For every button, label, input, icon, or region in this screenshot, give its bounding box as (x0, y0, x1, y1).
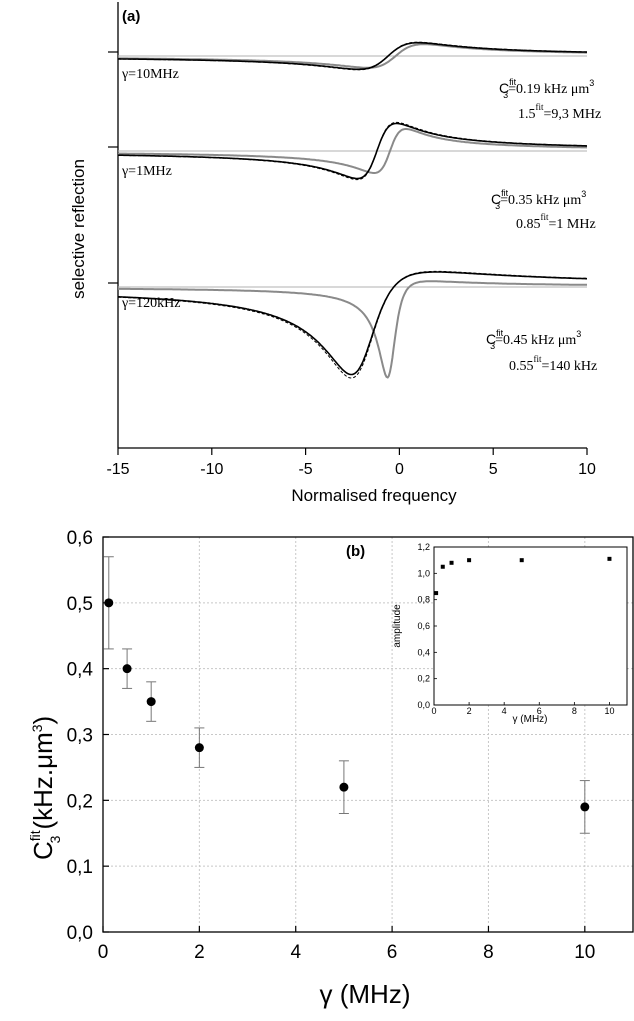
inset-ytick-label: 0,4 (417, 647, 430, 657)
fit-c3-annotation-1mhz: Cfit 3=0.35 kHz μm3 (491, 188, 586, 211)
inset-xtick-label: 6 (537, 706, 542, 716)
panel-a-xtick-label: 5 (489, 461, 498, 478)
inset-point (519, 558, 524, 563)
panel-a: (a) -15 -10 -5 0 5 10 Normalised frequency se… (69, 2, 601, 505)
panel-b-ytick-label: 0,4 (67, 660, 94, 681)
gamma-label-1mhz: γ=1MHz (121, 164, 172, 179)
panel-a-xtick-label: 0 (395, 461, 404, 478)
panel-b-ytick-label: 0,5 (67, 594, 93, 615)
panel-b-ytick-label: 0,0 (67, 923, 93, 944)
inset-ytick-label: 0,0 (417, 700, 430, 710)
panel-a-label: (a) (122, 8, 140, 25)
inset-ylabel: amplitude (392, 604, 403, 648)
inset-point (440, 564, 445, 569)
panel-b-xtick-label: 2 (194, 942, 205, 963)
fit-c3-annotation-10mhz: Cfit 3=0.19 kHz μm3 (499, 77, 594, 100)
gamma-label-120khz: γ=120kHz (121, 296, 180, 311)
panel-a-xlabel: Normalised frequency (291, 486, 457, 505)
inset-xtick-label: 8 (572, 706, 577, 716)
fit-gamma-annotation-1mhz: 0.85fit=1 MHz (516, 212, 596, 232)
inset-ticks: 0 2 4 6 8 10 0,0 0,2 0,4 0,6 0,8 1,0 1,2 (417, 542, 614, 716)
inset-point (434, 591, 439, 596)
panel-a-xtick-label: 10 (578, 461, 596, 478)
panel-a-xtick-label: -5 (298, 461, 312, 478)
data-point (122, 648, 133, 689)
point-marker (194, 743, 204, 753)
panel-b-xtick-label: 6 (387, 942, 398, 963)
point-marker (580, 802, 590, 812)
panel-b-xtick-label: 10 (574, 942, 595, 963)
panel-a-xticks: -15 -10 -5 0 5 10 (106, 448, 596, 478)
inset-xtick-label: 2 (467, 706, 472, 716)
fit-gamma-annotation-10mhz: 1.5fit=9,3 MHz (518, 102, 601, 122)
experiment-curve (118, 121, 587, 181)
data-point (103, 556, 114, 650)
data-point (146, 681, 157, 722)
fit-gamma-annotation-120khz: 0.55fit=140 kHz (509, 354, 597, 374)
panel-b-xtick-label: 8 (483, 942, 494, 963)
point-marker (104, 598, 114, 608)
panel-b-xtick-label: 0 (98, 942, 109, 963)
panel-b-ytick-label: 0,1 (67, 857, 93, 878)
inset-xlabel: γ (MHz) (513, 714, 548, 725)
fit-curve (118, 128, 588, 174)
inset-ytick-label: 1,2 (417, 542, 430, 552)
panel-b-ytick-label: 0,6 (67, 528, 93, 549)
inset-xtick-label: 0 (431, 706, 436, 716)
experiment-curve (118, 270, 588, 379)
fit-curve (118, 280, 587, 379)
inset-point (449, 560, 454, 565)
data-point (579, 780, 590, 834)
experiment-curve (118, 41, 587, 71)
panel-b-ytick-label: 0,3 (67, 726, 93, 747)
gamma-label-10mhz: γ=10MHz (121, 67, 179, 82)
inset-xtick-label: 4 (502, 706, 507, 716)
inset-point (467, 558, 472, 563)
theory-curve (118, 41, 587, 71)
panel-b-ticks: 0 2 4 6 8 10 0,0 0,1 0,2 0,3 0,4 0,5 0,6 (67, 528, 596, 963)
inset-ytick-label: 0,2 (417, 674, 430, 684)
data-point (338, 760, 349, 814)
panel-a-xtick-label: -10 (200, 461, 223, 478)
panel-a-baselines (108, 51, 587, 288)
panel-b-xlabel: γ (MHz) (320, 979, 411, 1009)
panel-b-xtick-label: 4 (290, 942, 301, 963)
data-point (194, 727, 205, 768)
inset-xtick-label: 10 (604, 706, 614, 716)
point-marker (146, 697, 156, 707)
panel-a-curves (118, 41, 588, 379)
point-marker (339, 782, 349, 792)
panel-b-ylabel: Cfit 3(kHz.μm3) (27, 716, 63, 860)
inset-ytick-label: 0,8 (417, 595, 430, 605)
inset-ytick-label: 0,6 (417, 621, 430, 631)
inset-point (607, 556, 612, 561)
panel-b-ytick-label: 0,2 (67, 791, 93, 812)
inset-ytick-label: 1,0 (417, 568, 430, 578)
panel-b-label: (b) (346, 543, 365, 560)
inset-chart: 0 2 4 6 8 10 0,0 0,2 0,4 0,6 0,8 1,0 1,2 γ (MHz) amp… (392, 542, 628, 725)
panel-a-ylabel: selective reflection (69, 159, 88, 299)
panel-a-xtick-label: -15 (106, 461, 129, 478)
point-marker (122, 664, 132, 674)
fit-c3-annotation-120khz: Cfit 3=0.45 kHz μm3 (486, 328, 581, 351)
panel-b-points (103, 556, 590, 834)
inset-frame (433, 546, 628, 706)
inset-points (434, 556, 612, 596)
panel-b: 0 2 4 6 8 10 0,0 0,1 0,2 0,3 0,4 0,5 0,6 (b) γ (MHz)… (27, 528, 634, 1009)
